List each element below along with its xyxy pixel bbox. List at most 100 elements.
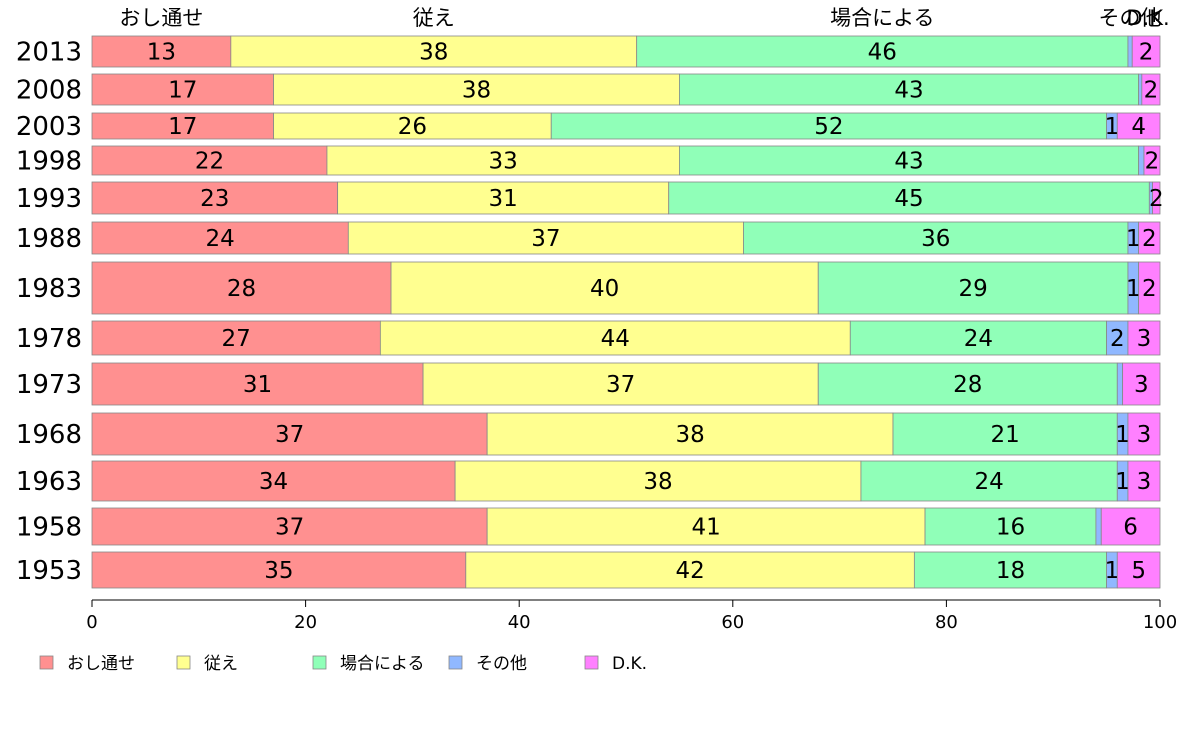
bar-segment [1116, 362, 1124, 406]
data-label: 2 [1149, 186, 1164, 212]
data-label: 35 [264, 558, 293, 584]
data-label: 21 [990, 422, 1019, 448]
data-label: 38 [462, 78, 491, 104]
legend: おし通せ 従え 場合による その他 D.K. [39, 654, 647, 674]
bar-row: 1978 27 44 24 2 3 [16, 320, 1161, 356]
data-label: 28 [227, 276, 256, 302]
data-label: 27 [222, 326, 251, 352]
legend-label: その他 [476, 654, 527, 674]
y-tick-label: 1998 [16, 147, 82, 177]
data-label: 45 [894, 186, 923, 212]
legend-label: 従え [204, 654, 238, 674]
bar-segment [679, 145, 1140, 176]
bar-segment [550, 112, 1107, 140]
bar-segment [1138, 145, 1145, 176]
y-tick-label: 2008 [16, 76, 82, 106]
bar-segment [1152, 181, 1161, 215]
data-label: 2 [1144, 78, 1159, 104]
bar-segment [1143, 145, 1161, 176]
data-label: 13 [147, 40, 176, 66]
bar-segment [913, 551, 1107, 589]
data-label: 34 [259, 469, 288, 495]
bar-segment [636, 35, 1129, 68]
data-label: 3 [1137, 326, 1152, 352]
y-tick-label: 1958 [16, 513, 82, 543]
bar-segment [1127, 320, 1161, 356]
data-label: 46 [868, 40, 897, 66]
legend-label: 場合による [340, 654, 425, 674]
data-label: 29 [958, 276, 987, 302]
data-label: 3 [1134, 372, 1149, 398]
legend-swatch [448, 655, 463, 670]
data-label: 44 [601, 326, 630, 352]
data-label: 3 [1137, 469, 1152, 495]
bar-segment [1122, 362, 1161, 406]
bar-segment [390, 261, 819, 315]
legend-label: D.K. [612, 654, 647, 674]
bar-segment [91, 35, 232, 68]
data-label: 38 [675, 422, 704, 448]
bar-segment [454, 460, 862, 502]
data-label: 4 [1131, 114, 1146, 140]
category-top-label: その他 [1099, 6, 1162, 30]
bar-segment [1127, 460, 1161, 502]
bar-segment [1116, 551, 1161, 589]
data-label: 43 [894, 149, 923, 175]
bar-segment [486, 412, 894, 456]
legend-item: D.K. [584, 654, 647, 674]
y-tick-label: 1973 [16, 370, 82, 400]
bar-segment [1127, 35, 1133, 68]
bar-row: 2003 17 26 52 1 4 [16, 112, 1161, 142]
x-tick-label: 40 [508, 612, 531, 633]
data-label: 2 [1142, 276, 1157, 302]
bar-segment [849, 320, 1108, 356]
bar-segment [91, 551, 467, 589]
bar-segment [1138, 261, 1161, 315]
y-tick-label: 2003 [16, 112, 82, 142]
legend-item: 場合による [312, 654, 425, 674]
bar-segment [1100, 507, 1161, 546]
bar-segment [1141, 73, 1161, 106]
bar-row: 1953 35 42 18 1 5 [16, 551, 1161, 589]
bar-segment [91, 221, 349, 255]
bar-segment [465, 551, 915, 589]
x-tick-label: 100 [1143, 612, 1177, 633]
x-tick-label: 20 [294, 612, 317, 633]
bar-segment [91, 507, 488, 546]
bar-segment [91, 145, 328, 176]
bar-row: 1958 37 41 16 6 [16, 507, 1161, 546]
bar-segment [91, 112, 274, 140]
bar-segment [337, 181, 670, 215]
data-label: 16 [996, 515, 1025, 541]
x-tick-label: 80 [935, 612, 958, 633]
bar-segment [422, 362, 819, 406]
data-label: 2 [1145, 149, 1160, 175]
legend-swatch [176, 655, 191, 670]
legend-item: 従え [176, 654, 238, 674]
bar-segment [273, 112, 552, 140]
bar-segment [379, 320, 851, 356]
data-label: 1 [1115, 422, 1130, 448]
data-label: 1 [1126, 226, 1141, 252]
data-label: 37 [606, 372, 635, 398]
bar-row: 1983 28 40 29 1 2 [16, 261, 1161, 315]
bar-row: 1988 24 37 36 1 2 [16, 221, 1161, 255]
data-label: 41 [691, 515, 720, 541]
data-label: 1 [1105, 558, 1120, 584]
legend-swatch [39, 655, 54, 670]
data-label: 26 [398, 114, 427, 140]
data-label: 24 [964, 326, 993, 352]
data-label: 40 [590, 276, 619, 302]
data-label: 18 [996, 558, 1025, 584]
bar-segment [1138, 221, 1161, 255]
data-label: 28 [953, 372, 982, 398]
bar-segment [347, 221, 744, 255]
legend-item: おし通せ [39, 654, 135, 674]
data-label: 33 [489, 149, 518, 175]
bar-row: 2013 13 38 46 2 [16, 35, 1161, 68]
data-label: 24 [206, 226, 235, 252]
y-tick-label: 1963 [16, 467, 82, 497]
bar-segment [817, 362, 1118, 406]
bar-row: 1973 31 37 28 3 [16, 362, 1161, 406]
